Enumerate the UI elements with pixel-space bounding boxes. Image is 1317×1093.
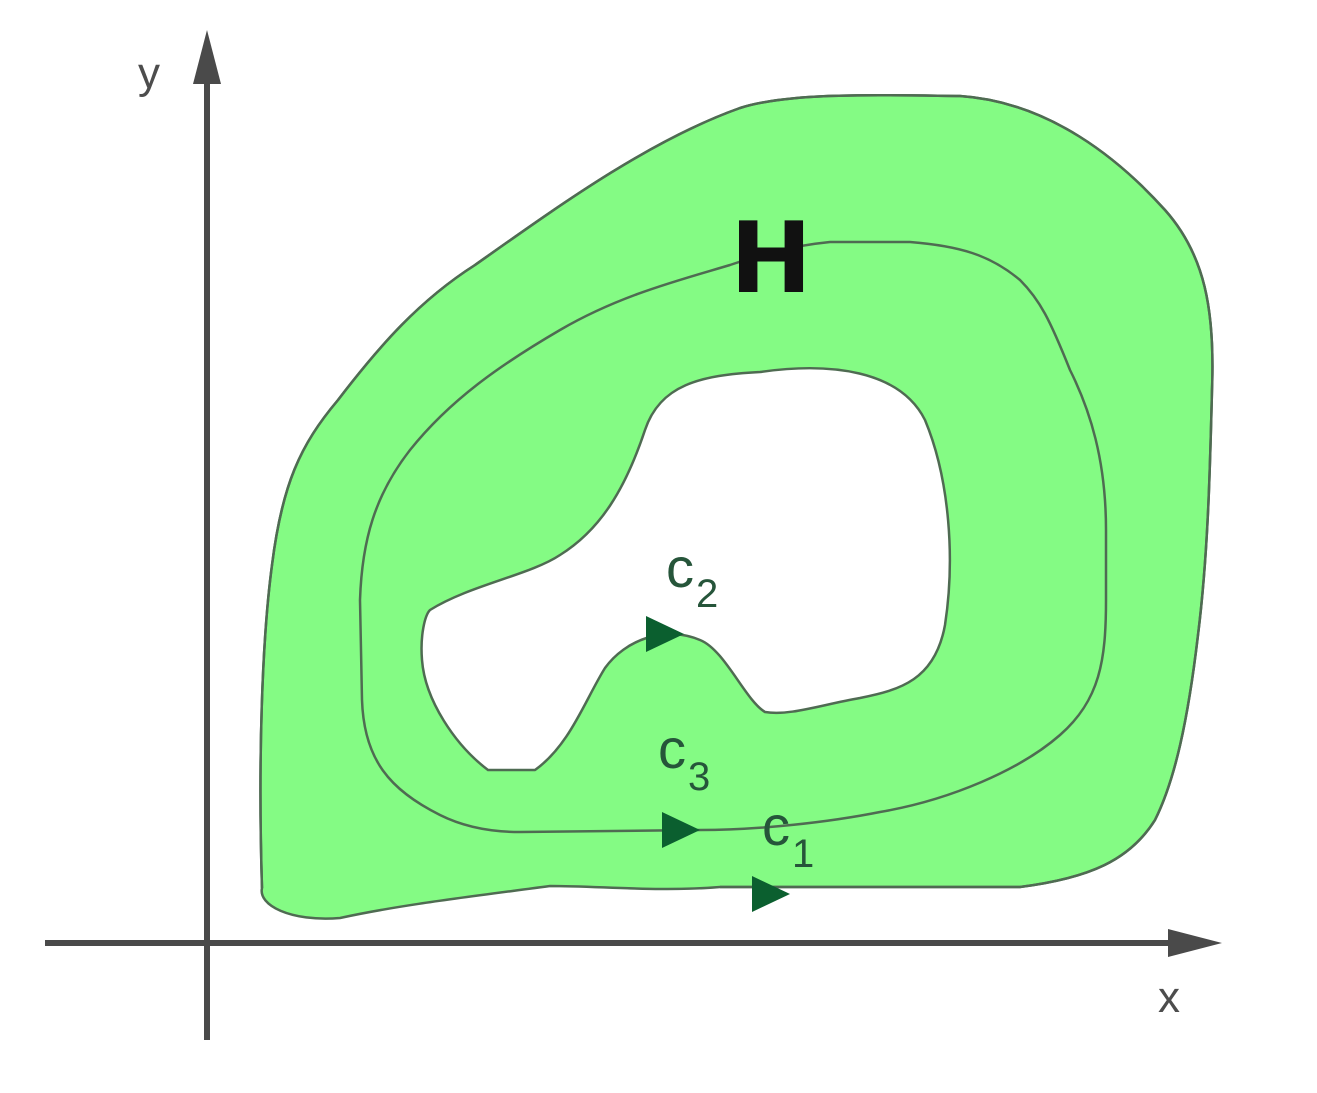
curve-c1-arrowhead [752,876,790,912]
curve-c1 [259,93,1214,889]
x-axis-label: x [1158,973,1180,1022]
curve-c1-label: c1 [762,794,814,876]
curve-c2-arrowhead [646,616,684,652]
y-axis-arrowhead [193,30,221,84]
x-axis-arrowhead [1168,929,1222,957]
curve-c2-label-base: c [666,536,694,599]
curve-c2-label-sub: 2 [696,572,718,616]
y-axis-label: y [138,49,160,98]
region-label-h: H [730,202,812,316]
curve-c1-label-base: c [762,794,790,857]
curve-c2-label: c2 [666,536,718,616]
curve-c3 [358,240,1108,834]
curve-c1-label-sub: 1 [792,832,814,876]
curve-c3-arrowhead [662,812,700,848]
curve-c3-label-base: c [658,717,686,780]
curve-c3-label: c3 [658,717,710,799]
curve-c3-label-sub: 3 [688,755,710,799]
